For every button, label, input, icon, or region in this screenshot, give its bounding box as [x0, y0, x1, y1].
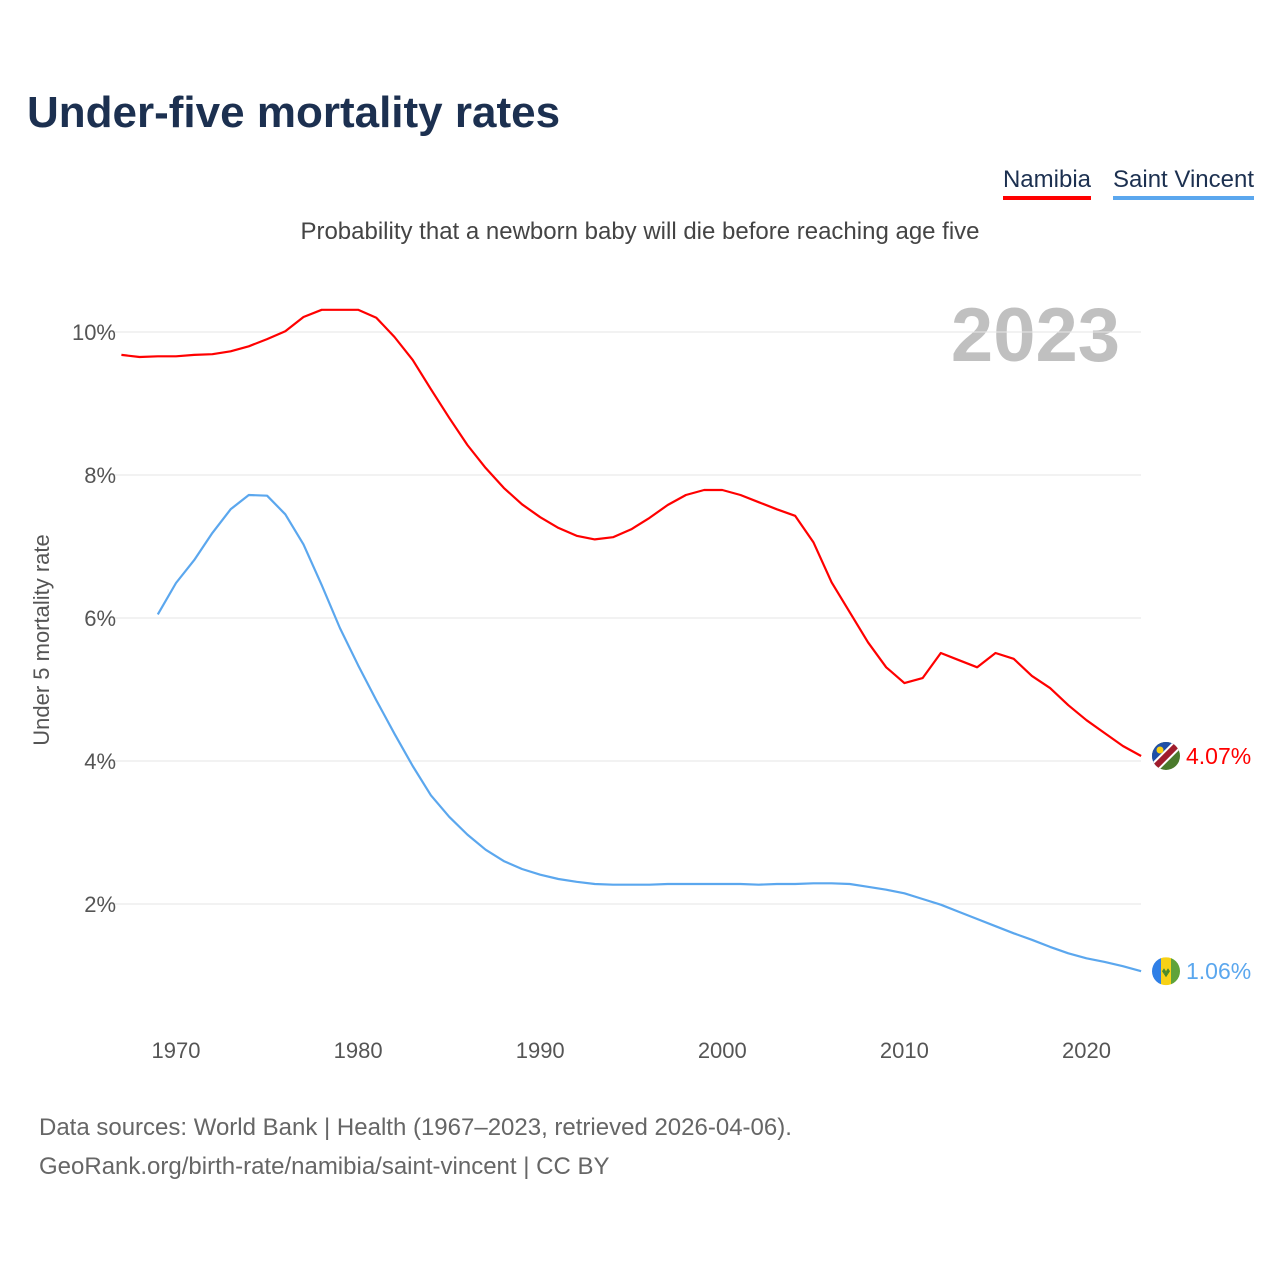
- legend-item-namibia[interactable]: Namibia: [1002, 166, 1091, 200]
- series-line-namibia: [121, 308, 1142, 757]
- saint-vincent-flag-icon: [1152, 957, 1180, 986]
- namibia-flag-icon: [1152, 741, 1180, 770]
- source-line-2[interactable]: GeoRank.org/birth-rate/namibia/saint-vin…: [39, 1153, 610, 1180]
- x-tick-label: 2020: [1062, 1038, 1111, 1063]
- x-tick-label: 1970: [152, 1038, 201, 1063]
- source-note: Data sources: World Bank | Health (1967–…: [39, 1108, 792, 1186]
- legend-item-saint-vincent[interactable]: Saint Vincent: [1113, 166, 1254, 200]
- y-tick-label: 10%: [72, 320, 116, 345]
- year-label: 2023: [950, 293, 1120, 378]
- end-value-label: 4.07%: [1186, 743, 1251, 769]
- legend: Namibia Saint Vincent: [1002, 166, 1254, 200]
- chart-subtitle: Probability that a newborn baby will die…: [300, 218, 980, 245]
- chart-title: Under-five mortality rates: [27, 88, 561, 137]
- end-value-label: 1.06%: [1186, 958, 1251, 984]
- y-tick-label: 6%: [84, 606, 116, 631]
- x-tick-label: 1990: [516, 1038, 565, 1063]
- y-tick-label: 2%: [84, 892, 116, 917]
- y-tick-label: 8%: [84, 463, 116, 488]
- series-line-saint-vincent: [156, 493, 1142, 973]
- x-tick-label: 2000: [698, 1038, 747, 1063]
- source-line-1: Data sources: World Bank | Health (1967–…: [39, 1114, 792, 1141]
- y-tick-label: 4%: [84, 749, 116, 774]
- x-tick-label: 1980: [334, 1038, 383, 1063]
- x-tick-label: 2010: [880, 1038, 929, 1063]
